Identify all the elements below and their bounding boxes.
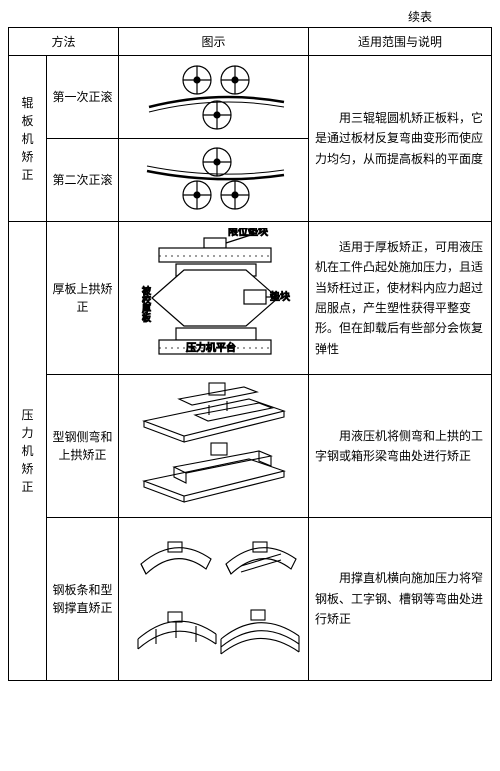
label-limit-block: 限位垫块: [228, 228, 268, 238]
description-cell: 用三辊辊圆机矫正板料，它是通过板材反复弯曲变形而使应力均匀，从而提高板料的平面度: [309, 56, 492, 222]
methods-table: 方法 图示 适用范围与说明 辊板机矫正 第一次正滚: [8, 27, 492, 681]
label-target-plate: 被校厚板: [141, 285, 151, 323]
continued-label: 续表: [8, 8, 492, 25]
label-press-platform-lower: 压力机平台: [186, 341, 236, 354]
illustration-cell: [119, 139, 309, 222]
roller-pass-1-icon: [139, 62, 289, 132]
illustration-cell: [119, 518, 309, 681]
header-illustration: 图示: [119, 28, 309, 56]
strip-straighten-icon: [126, 524, 301, 674]
header-method: 方法: [9, 28, 119, 56]
sub-name: 厚板上拱矫正: [47, 222, 119, 375]
sub-name: 型钢侧弯和上拱矫正: [47, 375, 119, 518]
illustration-cell: [119, 56, 309, 139]
description-cell: 适用于厚板矫正，可用液压机在工件凸起处施加压力，且适当矫枉过正，使材料内应力超过…: [309, 222, 492, 375]
table-row: 型钢侧弯和上拱矫正: [9, 375, 492, 518]
table-row: 钢板条和型钢撑直矫正: [9, 518, 492, 681]
table-row: 辊板机矫正 第一次正滚 用三辊辊圆机矫正板料，: [9, 56, 492, 139]
illustration-cell: 限位垫块 压力机平台 被校厚板 垫块: [119, 222, 309, 375]
sub-name-text: 厚板上拱矫正: [51, 280, 114, 316]
roller-pass-2-icon: [139, 145, 289, 215]
table-header-row: 方法 图示 适用范围与说明: [9, 28, 492, 56]
group-name-text: 压力机矫正: [22, 406, 34, 496]
sub-name: 钢板条和型钢撑直矫正: [47, 518, 119, 681]
description-cell: 用液压机将侧弯和上拱的工字钢或箱形梁弯曲处进行矫正: [309, 375, 492, 518]
description-cell: 用撑直机横向施加压力将窄钢板、工字钢、槽钢等弯曲处进行矫正: [309, 518, 492, 681]
table-row: 压力机矫正 厚板上拱矫正 限位垫块 压力机平台: [9, 222, 492, 375]
sub-name: 第一次正滚: [47, 56, 119, 139]
group-name: 压力机矫正: [9, 222, 47, 681]
sub-name-text: 钢板条和型钢撑直矫正: [51, 581, 114, 617]
group-name: 辊板机矫正: [9, 56, 47, 222]
illustration-cell: [119, 375, 309, 518]
header-scope: 适用范围与说明: [309, 28, 492, 56]
group-name-text: 辊板机矫正: [22, 94, 34, 184]
section-steel-press-icon: [129, 381, 299, 511]
sub-name: 第二次正滚: [47, 139, 119, 222]
thick-plate-press-icon: 限位垫块 压力机平台 被校厚板 垫块: [124, 228, 304, 368]
sub-name-text: 型钢侧弯和上拱矫正: [51, 428, 114, 464]
